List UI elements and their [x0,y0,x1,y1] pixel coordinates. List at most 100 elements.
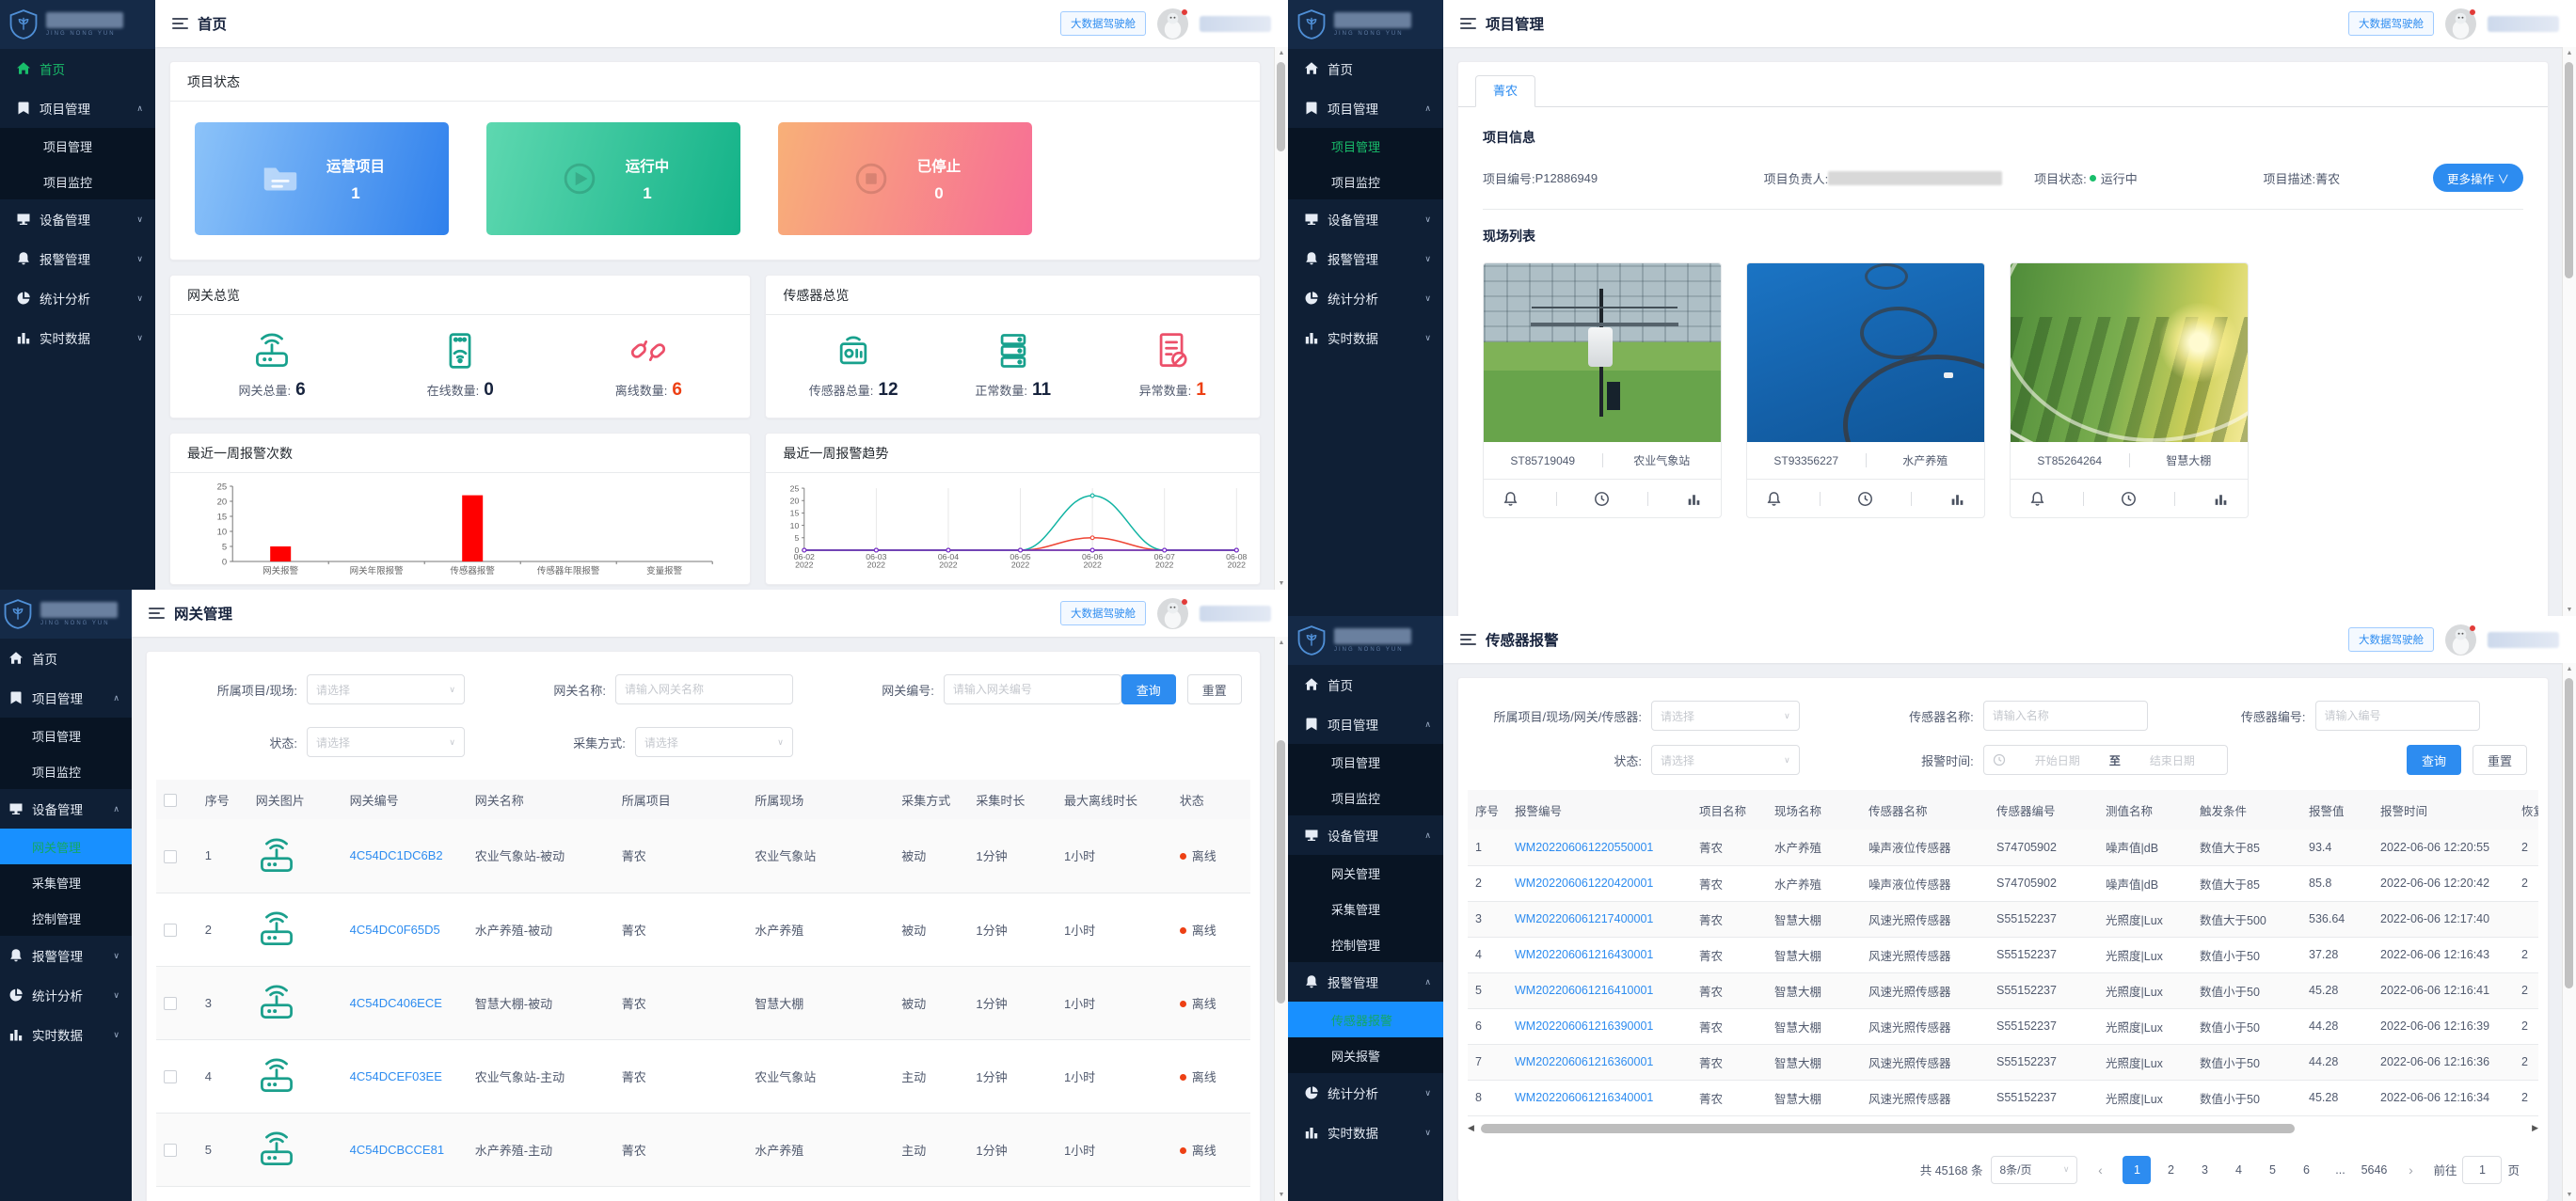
row-checkbox[interactable] [164,996,177,1010]
gateway-code-link[interactable]: 4C54DC1DC6B2 [349,848,443,863]
sidebar-item[interactable]: 项目管理 ∧ [1288,704,1443,744]
search-button[interactable]: 查询 [1121,674,1176,704]
sidebar-item[interactable]: 首页 [1288,665,1443,704]
table-row[interactable]: 1 WM202206061220550001 菁农 水产养殖 噪声液位传感器 S… [1468,830,2538,866]
sidebar-item[interactable]: 设备管理 ∧ [1288,815,1443,855]
alarm-id-link[interactable]: WM202206061217400001 [1515,912,1654,925]
user-avatar[interactable] [1157,597,1188,629]
history-clock-icon[interactable] [1594,491,1610,507]
page-button[interactable]: 6 [2292,1156,2320,1184]
row-checkbox[interactable] [164,923,177,937]
vertical-scrollbar[interactable]: ▲ ▼ [1274,47,1288,590]
sidebar-item[interactable]: 统计分析 ∨ [1288,278,1443,318]
page-button[interactable]: 2 [2156,1156,2185,1184]
table-row[interactable]: 8 WM202206061216340001 菁农 智慧大棚 风速光照传感器 S… [1468,1080,2538,1116]
statistics-icon[interactable] [1686,491,1702,507]
sidebar-item[interactable]: 项目管理 ∧ [0,678,132,718]
date-range-picker[interactable]: 开始日期 至 结束日期 [1982,745,2228,775]
sidebar-item[interactable]: 统计分析 ∨ [1288,1073,1443,1113]
sidebar-item[interactable]: 项目管理 ∧ [1288,88,1443,128]
sidebar-item[interactable]: 项目监控 [0,164,155,199]
status-card-stopped[interactable]: 已停止 0 [778,122,1032,235]
sidebar-item[interactable]: 实时数据 ∨ [1288,318,1443,357]
status-select[interactable]: 请选择 ∨ [1651,745,1800,775]
sidebar-item[interactable]: 报警管理 ∨ [0,239,155,278]
vertical-scrollbar[interactable]: ▲ ▼ [1274,637,1288,1201]
app-logo[interactable]: JING NONG YUN [1288,616,1443,665]
site-card[interactable]: ST85719049 农业气象站 [1483,262,1722,518]
row-checkbox[interactable] [164,1143,177,1157]
legend-item[interactable]: 网关报警 [814,583,871,584]
goto-page-input[interactable] [2462,1155,2503,1184]
app-logo[interactable]: JING NONG YUN [0,590,132,639]
sidebar-item[interactable]: 网关管理 [1288,855,1443,891]
sidebar-item[interactable]: 首页 [0,639,132,678]
gateway-code-link[interactable]: 4C54DCBCCE81 [349,1142,445,1157]
site-card[interactable]: ST93356227 水产养殖 [1746,262,1985,518]
history-clock-icon[interactable] [2121,491,2137,507]
sidebar-item[interactable]: 项目监控 [1288,164,1443,199]
table-row[interactable]: 1 4C54DC1DC6B2 农业气象站-被动 菁农 农业气象站 被动 1分钟 … [156,819,1250,893]
legend-item[interactable]: 传感器报警 [975,583,1042,584]
page-button[interactable]: ... [2326,1156,2354,1184]
sidebar-item[interactable]: 设备管理 ∧ [0,789,132,829]
table-row[interactable]: 4 WM202206061216430001 菁农 智慧大棚 风速光照传感器 S… [1468,937,2538,973]
sensor-name-input[interactable] [1982,701,2148,731]
page-size-select[interactable]: 8条/页 ∨ [1991,1155,2078,1184]
table-row[interactable]: 5 WM202206061216410001 菁农 智慧大棚 风速光照传感器 S… [1468,972,2538,1009]
sidebar-item[interactable]: 实时数据 ∨ [1288,1113,1443,1152]
statistics-icon[interactable] [2213,491,2229,507]
horizontal-scrollbar[interactable]: ◀ ▶ [1468,1122,2538,1133]
page-button[interactable]: 5646 [2360,1156,2388,1184]
table-row[interactable]: 2 4C54DC0F65D5 水产养殖-被动 菁农 水产养殖 被动 1分钟 1小… [156,893,1250,967]
menu-toggle-icon[interactable] [149,608,165,619]
sidebar-item[interactable]: 项目管理 [0,718,132,753]
user-avatar[interactable] [2445,8,2476,40]
statistics-icon[interactable] [1949,491,1965,507]
gateway-code-link[interactable]: 4C54DC406ECE [349,995,442,1010]
status-select[interactable]: 请选择 ∨ [307,727,465,757]
sidebar-item[interactable]: 网关报警 [1288,1037,1443,1073]
sidebar-item[interactable]: 采集管理 [0,864,132,900]
alarm-id-link[interactable]: WM202206061216390001 [1515,1019,1654,1033]
sidebar-item[interactable]: 项目管理 [0,128,155,164]
page-button[interactable]: 4 [2224,1156,2252,1184]
project-site-select[interactable]: 请选择 ∨ [307,674,465,704]
legend-item[interactable]: 传感器年限报警 [1055,583,1142,584]
reset-button[interactable]: 重置 [2473,745,2527,775]
sidebar-item[interactable]: 控制管理 [0,900,132,936]
site-card[interactable]: ST85264264 智慧大棚 [2010,262,2249,518]
status-card-running[interactable]: 运行中 1 [486,122,740,235]
sidebar-item[interactable]: 网关管理 [0,829,132,864]
sidebar-item[interactable]: 统计分析 ∨ [0,278,155,318]
alarm-id-link[interactable]: WM202206061216430001 [1515,948,1654,961]
sidebar-item[interactable]: 首页 [0,49,155,88]
table-row[interactable]: 3 4C54DC406ECE 智慧大棚-被动 菁农 智慧大棚 被动 1分钟 1小… [156,966,1250,1040]
scope-select[interactable]: 请选择 ∨ [1651,701,1800,731]
sidebar-item[interactable]: 实时数据 ∨ [0,1015,132,1054]
reset-button[interactable]: 重置 [1186,674,1242,704]
sidebar-item[interactable]: 实时数据 ∨ [0,318,155,357]
legend-item[interactable]: 网关年限报警 [884,583,962,584]
sidebar-item[interactable]: 报警管理 ∨ [0,936,132,975]
alarm-bell-icon[interactable] [1503,491,1519,507]
sidebar-item[interactable]: 首页 [1288,49,1443,88]
user-avatar[interactable] [2445,624,2476,656]
gateway-code-link[interactable]: 4C54DC0F65D5 [349,922,440,937]
big-data-cockpit-button[interactable]: 大数据驾驶舱 [2348,11,2434,36]
legend-item[interactable]: 变量报警 [1155,583,1213,584]
sidebar-item[interactable]: 采集管理 [1288,891,1443,926]
table-row[interactable]: 4 4C54DCEF03EE 农业气象站-主动 菁农 农业气象站 主动 1分钟 … [156,1039,1250,1114]
big-data-cockpit-button[interactable]: 大数据驾驶舱 [1060,11,1146,36]
vertical-scrollbar[interactable]: ▲ ▼ [2562,47,2576,616]
sidebar-item[interactable]: 项目监控 [1288,780,1443,815]
collect-mode-select[interactable]: 请选择 ∨ [634,727,793,757]
next-page-button[interactable]: › [2396,1156,2425,1184]
big-data-cockpit-button[interactable]: 大数据驾驶舱 [1060,601,1146,625]
table-row[interactable]: 5 4C54DCBCCE81 水产养殖-主动 菁农 水产养殖 主动 1分钟 1小… [156,1113,1250,1187]
page-button[interactable]: 1 [2123,1155,2152,1184]
alarm-bell-icon[interactable] [2029,491,2045,507]
prev-page-button[interactable]: ‹ [2086,1156,2114,1184]
menu-toggle-icon[interactable] [172,18,188,29]
hscroll-thumb[interactable] [1481,1123,2295,1133]
